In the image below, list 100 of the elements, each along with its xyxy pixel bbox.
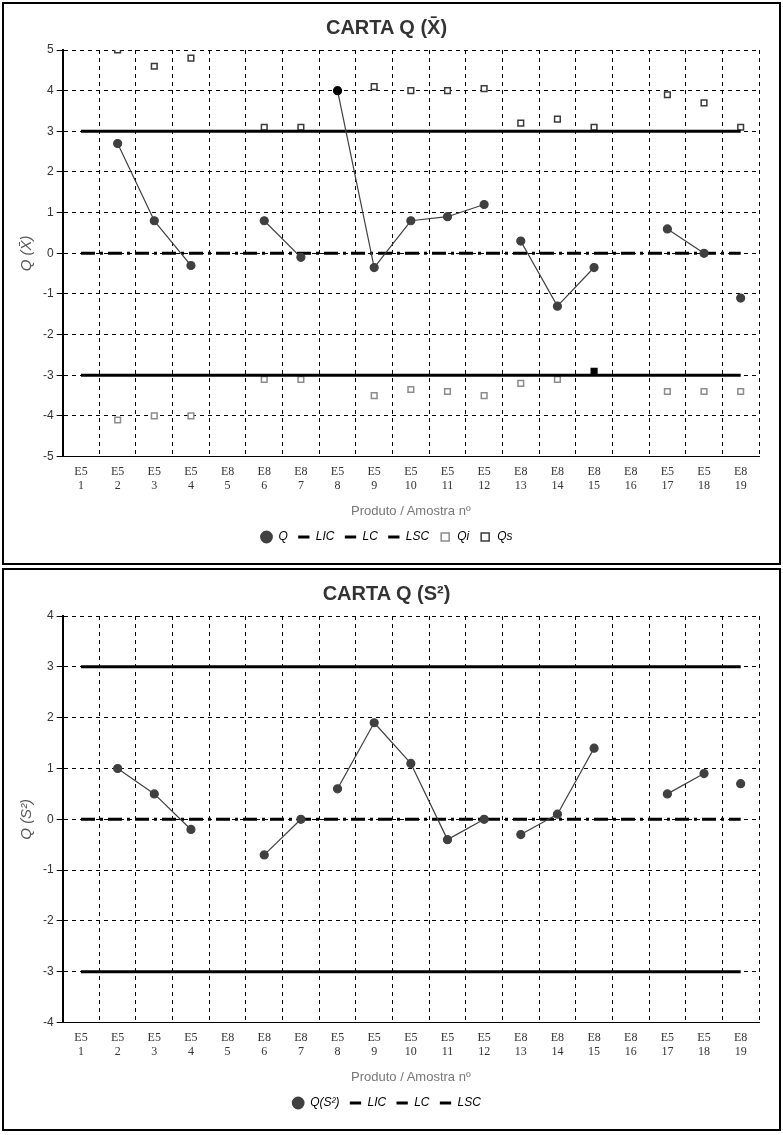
x-tick-label: E5 1 xyxy=(74,1029,88,1059)
point xyxy=(369,262,379,273)
y-tick-label: -1 xyxy=(43,286,54,301)
point xyxy=(442,835,453,845)
x-tick-label: E8 13 xyxy=(514,463,528,493)
point xyxy=(699,248,709,258)
x-tick-label: E5 10 xyxy=(404,463,418,493)
x-tick-label: E5 3 xyxy=(147,1029,161,1059)
point xyxy=(114,416,122,424)
x-tick-label: E8 5 xyxy=(220,1029,235,1059)
chart-title: CARTA Q (S²) xyxy=(322,581,451,604)
point xyxy=(552,301,563,311)
legend-label: Q xyxy=(278,529,288,544)
point xyxy=(552,809,563,819)
x-tick-label: E5 8 xyxy=(330,463,345,493)
point xyxy=(259,850,269,860)
x-tick-label: E8 19 xyxy=(734,1029,748,1059)
x-tick-label: E8 7 xyxy=(294,1029,308,1059)
y-tick-label: 3 xyxy=(46,659,54,674)
x-tick-label: E5 9 xyxy=(367,1029,381,1059)
point xyxy=(737,123,745,131)
legend-label: Qs xyxy=(497,529,513,544)
y-tick-label: 5 xyxy=(46,42,54,57)
point xyxy=(479,199,489,210)
x-tick-label: E5 1 xyxy=(74,463,88,493)
point xyxy=(296,252,306,262)
point xyxy=(553,115,562,123)
x-tick-label: E8 15 xyxy=(587,1029,601,1059)
point xyxy=(700,99,708,107)
x-tick-label: E5 2 xyxy=(110,463,125,493)
point xyxy=(370,83,378,91)
point xyxy=(407,385,415,394)
point xyxy=(480,392,488,400)
y-tick-label: -5 xyxy=(43,448,54,463)
x-tick-label: E8 14 xyxy=(550,1029,565,1059)
point xyxy=(113,138,123,149)
x-tick-label: E8 5 xyxy=(220,463,235,493)
x-tick-label: E8 6 xyxy=(257,463,271,493)
point xyxy=(589,743,599,753)
y-tick-label: 1 xyxy=(46,204,54,219)
x-axis-title: Produto / Amostra nº xyxy=(351,1068,471,1084)
point xyxy=(663,91,671,99)
x-tick-label: E5 11 xyxy=(440,1029,455,1059)
y-tick-label: -3 xyxy=(43,964,54,979)
point xyxy=(149,216,159,226)
legend-label: LSC xyxy=(405,529,430,544)
y-tick-label: 4 xyxy=(46,608,54,623)
x-tick-label: E5 9 xyxy=(367,463,381,493)
point xyxy=(443,387,452,396)
y-tick-label: -4 xyxy=(43,1014,54,1029)
x-tick-label: E8 14 xyxy=(550,463,565,493)
y-tick-label: 2 xyxy=(46,709,54,724)
legend-label: LSC xyxy=(457,1095,482,1110)
x-tick-label: E8 15 xyxy=(587,463,601,493)
point xyxy=(442,212,453,222)
x-tick-label: E5 18 xyxy=(697,1029,711,1059)
point xyxy=(259,216,269,226)
legend-label: LC xyxy=(362,529,379,544)
y-tick-label: -1 xyxy=(43,862,54,877)
point xyxy=(186,260,196,271)
legend-label: Qi xyxy=(457,529,470,544)
point xyxy=(737,387,745,396)
x-tick-label: E5 4 xyxy=(184,463,198,493)
point xyxy=(480,85,488,93)
x-tick-label: E5 8 xyxy=(330,1029,345,1059)
x-tick-label: E8 7 xyxy=(294,463,308,493)
point xyxy=(699,768,709,779)
x-tick-label: E5 12 xyxy=(477,1029,491,1059)
y-tick-label: 0 xyxy=(46,811,54,826)
point xyxy=(332,784,343,794)
x-tick-label: E8 16 xyxy=(624,1029,638,1059)
point xyxy=(663,387,671,396)
x-tick-label: E8 16 xyxy=(624,463,638,493)
x-tick-label: E5 18 xyxy=(697,463,711,493)
x-tick-label: E5 12 xyxy=(477,463,491,493)
point xyxy=(662,789,672,799)
legend-label: Q(S²) xyxy=(310,1095,340,1110)
x-axis-title: Produto / Amostra nº xyxy=(351,502,471,518)
point xyxy=(150,62,158,70)
x-tick-label: E5 11 xyxy=(440,463,455,493)
x-tick-label: E5 17 xyxy=(660,463,675,493)
point xyxy=(517,379,525,387)
y-tick-label: -2 xyxy=(43,326,54,341)
legend-label: LC xyxy=(414,1095,430,1110)
point xyxy=(296,814,306,824)
point xyxy=(187,54,195,62)
x-tick-label: E8 13 xyxy=(514,1029,528,1059)
x-tick-label: E5 4 xyxy=(184,1029,198,1059)
y-tick-label: 2 xyxy=(46,164,54,179)
y-tick-label: 4 xyxy=(46,82,54,97)
point xyxy=(407,87,415,95)
x-tick-label: E5 3 xyxy=(147,463,161,493)
y-axis-title: Q (X̄) xyxy=(17,235,35,272)
x-tick-label: E8 19 xyxy=(734,463,748,493)
point xyxy=(516,236,526,246)
point xyxy=(369,718,379,728)
x-tick-label: E5 17 xyxy=(660,1029,675,1059)
y-tick-label: -3 xyxy=(43,367,54,382)
legend-label: LIC xyxy=(367,1095,387,1110)
point xyxy=(113,763,123,774)
